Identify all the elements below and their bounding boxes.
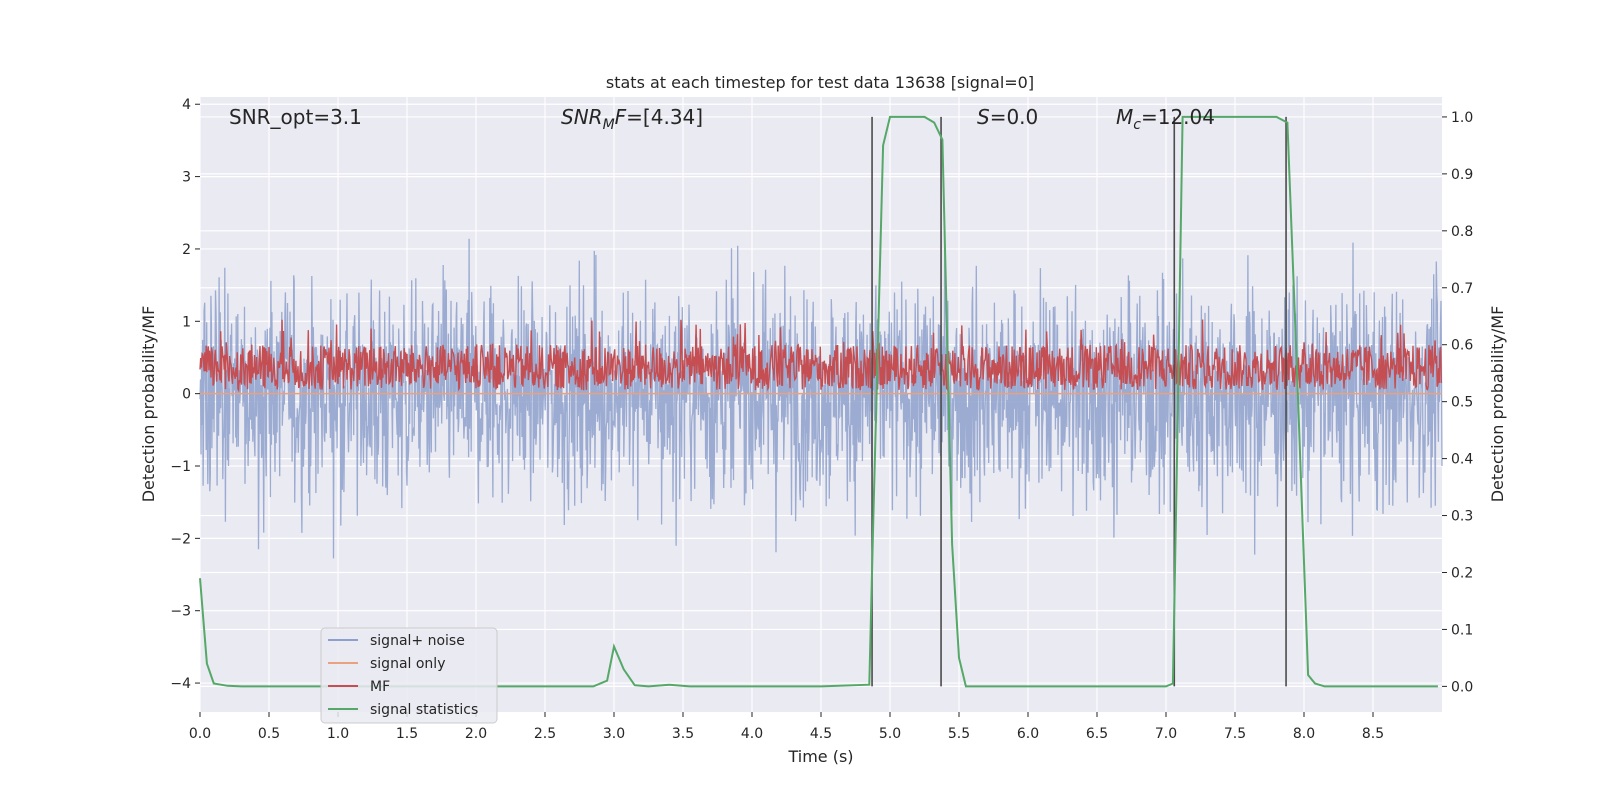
y-right-tick-label: 0.1 xyxy=(1451,622,1473,638)
mf-series xyxy=(199,319,1443,393)
mf-line xyxy=(199,319,1443,393)
y-left-tick-label: −1 xyxy=(170,459,191,475)
y-left-tick-label: 3 xyxy=(182,170,191,186)
x-tick-label: 1.5 xyxy=(396,726,418,742)
y-left-tick-label: 1 xyxy=(182,314,191,330)
y-right-tick-label: 0.2 xyxy=(1451,565,1473,581)
legend-label-signal-only: signal only xyxy=(370,656,445,672)
annotation-snr-opt: SNR_opt=3.1 xyxy=(229,105,362,129)
y-left-tick-label: 0 xyxy=(182,387,191,403)
x-tick-label: 8.5 xyxy=(1362,726,1384,742)
x-tick-label: 5.0 xyxy=(879,726,901,742)
y-right-tick-label: 0.5 xyxy=(1451,395,1473,411)
x-tick-label: 7.0 xyxy=(1155,726,1177,742)
chart-title: stats at each timestep for test data 136… xyxy=(606,73,1034,92)
y-left-tick-label: −4 xyxy=(170,676,191,692)
y-left-tick-label: 4 xyxy=(182,97,191,113)
x-tick-label: 2.5 xyxy=(534,726,556,742)
y-right-tick-label: 0.0 xyxy=(1451,679,1473,695)
y-right-tick-label: 0.4 xyxy=(1451,452,1473,468)
signal-noise-line xyxy=(199,238,1443,559)
legend: signal+ noise signal only MF signal stat… xyxy=(320,627,498,724)
x-axis-title: Time (s) xyxy=(787,747,853,766)
x-tick-label: 0.0 xyxy=(189,726,211,742)
y-right-axis-ticks: 1.0 0.9 0.8 0.7 0.6 0.5 0.4 0.3 0.2 0.1 0.0 xyxy=(1442,110,1473,695)
x-tick-label: 3.0 xyxy=(603,726,625,742)
annotation-mc-value: Mc=12.04 xyxy=(1116,105,1215,133)
x-tick-label: 1.0 xyxy=(327,726,349,742)
y-right-tick-label: 1.0 xyxy=(1451,110,1473,126)
y-left-tick-label: 2 xyxy=(182,242,191,258)
x-tick-label: 6.5 xyxy=(1086,726,1108,742)
signal-noise-series xyxy=(199,238,1443,559)
y-left-axis-title: Detection probability/MF xyxy=(139,306,158,503)
x-tick-label: 4.0 xyxy=(741,726,763,742)
legend-box xyxy=(320,627,498,724)
x-tick-label: 7.5 xyxy=(1224,726,1246,742)
y-left-tick-label: −3 xyxy=(170,604,191,620)
legend-label-mf: MF xyxy=(370,679,390,695)
y-right-axis-title: Detection probability/MF xyxy=(1488,306,1507,503)
y-right-tick-label: 0.9 xyxy=(1451,167,1473,183)
annotation-s-value: S=0.0 xyxy=(977,105,1038,129)
y-right-tick-label: 0.3 xyxy=(1451,509,1473,525)
x-tick-label: 2.0 xyxy=(465,726,487,742)
legend-label-signal-noise: signal+ noise xyxy=(370,633,465,649)
y-left-axis-ticks: 4 3 2 1 0 −1 −2 −3 −4 xyxy=(170,97,200,692)
x-tick-label: 5.5 xyxy=(948,726,970,742)
y-right-tick-label: 0.7 xyxy=(1451,281,1473,297)
x-tick-label: 6.0 xyxy=(1017,726,1039,742)
legend-label-signal-statistics: signal statistics xyxy=(370,702,478,718)
x-tick-label: 3.5 xyxy=(672,726,694,742)
y-right-tick-label: 0.8 xyxy=(1451,224,1473,240)
y-left-tick-label: −2 xyxy=(170,531,191,547)
x-tick-label: 0.5 xyxy=(258,726,280,742)
x-axis-ticks: 0.0 0.5 1.0 1.5 2.0 2.5 3.0 3.5 4.0 4.5 5.0 5.5 6.0 6… xyxy=(189,712,1384,742)
annotation-snr-mf: SNRMF=[4.34] xyxy=(561,105,703,133)
x-tick-label: 4.5 xyxy=(810,726,832,742)
x-tick-label: 8.0 xyxy=(1293,726,1315,742)
y-right-tick-label: 0.6 xyxy=(1451,338,1473,354)
